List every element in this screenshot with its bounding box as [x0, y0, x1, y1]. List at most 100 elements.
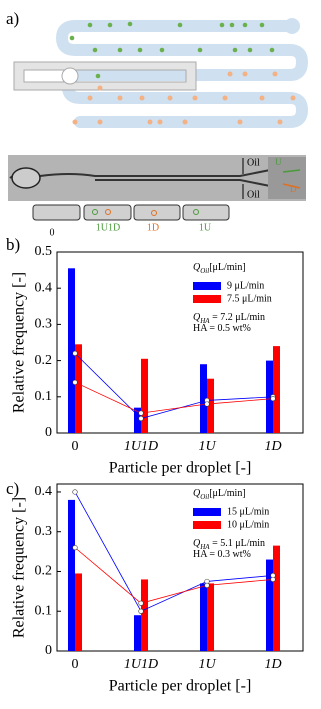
bar: [200, 364, 207, 433]
y-axis-label: Relative frequency [-]: [11, 272, 28, 413]
droplet-d: [105, 209, 111, 215]
droplet-label: 1U: [199, 222, 212, 233]
droplet-label: 1D: [147, 222, 159, 233]
model-point: [138, 415, 144, 422]
outlet: [284, 18, 300, 34]
schematic: Oil Oil U D 0 1U1D 1D 1U: [8, 18, 309, 238]
bar: [134, 615, 141, 651]
model-point: [72, 545, 78, 551]
oil-label: Oil: [247, 189, 260, 200]
y-tick-label: 0.1: [35, 389, 53, 404]
bar: [68, 268, 75, 433]
droplet-u: [193, 209, 199, 215]
plot-frame: [56, 251, 304, 434]
model-point: [138, 410, 144, 416]
legend-swatch: [193, 508, 221, 516]
plot-frame: [56, 483, 304, 652]
d-arrow: [282, 183, 301, 189]
model-point: [72, 379, 78, 385]
legend-swatch: [193, 282, 221, 290]
micro-droplet: [11, 167, 41, 189]
bar: [273, 346, 280, 433]
x-tick-label: 1U1D: [124, 657, 158, 672]
u-label: U: [275, 157, 282, 167]
bar: [200, 583, 207, 651]
droplet-u: [92, 209, 98, 215]
x-tick-label: 1U1D: [124, 439, 158, 454]
model-point: [270, 576, 276, 583]
y-tick-label: 0.4: [35, 280, 53, 295]
bar: [75, 573, 82, 651]
y-tick-label: 0.4: [35, 484, 53, 499]
x-tick-label: 0: [72, 439, 79, 454]
annotation-sub: HA: [199, 317, 210, 325]
annotation: HA = 0.3 wt%: [193, 549, 251, 560]
model-line: [74, 491, 274, 612]
legend-label: 9 μL/min: [227, 280, 264, 291]
annotation-rest: = 7.2 μL/min: [210, 312, 265, 323]
annotation-main: Q: [193, 538, 201, 549]
bar: [273, 545, 280, 651]
bar: [141, 358, 148, 433]
legend-title-main: Q: [193, 488, 201, 499]
x-tick-label: 1U: [198, 657, 216, 672]
y-axis-label: Relative frequency [-]: [11, 497, 28, 638]
junction: [268, 157, 306, 199]
annotation: QHA = 5.1 μL/min: [193, 538, 265, 550]
model-point: [204, 582, 210, 588]
model-point: [138, 600, 144, 606]
model-line: [74, 381, 274, 414]
oil-label: Oil: [247, 157, 260, 168]
annotation-main: HA = 0.3 wt%: [193, 549, 251, 560]
annotation-main: Q: [193, 312, 201, 323]
legend-title-sub: Oil: [200, 267, 209, 275]
legend-title-rest: [μL/min]: [209, 262, 245, 273]
annotation-rest: = 5.1 μL/min: [210, 538, 265, 549]
green-particles: [69, 21, 275, 79]
bar: [134, 407, 141, 433]
droplets: [32, 204, 230, 221]
legend-title: QOil[μL/min]: [193, 488, 246, 500]
droplet-label: 0: [50, 227, 55, 238]
device: [13, 61, 197, 91]
annotation-main: HA = 0.5 wt%: [193, 323, 251, 334]
model-point: [72, 489, 78, 495]
model-point: [72, 350, 78, 356]
model-point: [138, 608, 144, 614]
orange-particles: [72, 71, 296, 125]
droplet-label: 1U1D: [96, 222, 120, 233]
micrograph: [8, 155, 306, 201]
legend-label: 10 μL/min: [227, 519, 269, 530]
model-point: [270, 396, 276, 402]
panel-label: c): [6, 479, 19, 498]
x-tick-label: 1D: [264, 657, 281, 672]
x-tick-label: 1U: [198, 439, 216, 454]
bar: [266, 559, 273, 651]
legend-title: QOil[μL/min]: [193, 262, 246, 274]
model-line: [74, 547, 274, 604]
y-tick-label: 0.2: [35, 564, 53, 579]
y-tick-label: 0: [45, 643, 52, 658]
legend-label: 15 μL/min: [227, 506, 269, 517]
inlet: [61, 67, 79, 85]
legend-title-main: Q: [193, 262, 201, 273]
bar: [207, 583, 214, 651]
annotation: HA = 0.5 wt%: [193, 323, 251, 334]
bar: [207, 378, 214, 433]
x-tick-label: 1D: [264, 439, 281, 454]
panel-label: b): [6, 235, 20, 254]
x-axis-label: Particle per droplet [-]: [109, 678, 252, 695]
legend-label: 7.5 μL/min: [227, 293, 272, 304]
legend-swatch: [193, 521, 221, 529]
y-tick-label: 0.3: [35, 524, 53, 539]
model-line: [74, 353, 274, 419]
droplet-d: [151, 210, 157, 216]
bar: [75, 344, 82, 433]
legend-title-sub: Oil: [200, 493, 209, 501]
bar: [68, 499, 75, 651]
y-tick-label: 0: [45, 425, 52, 440]
y-tick-label: 0.1: [35, 603, 53, 618]
y-tick-label: 0.3: [35, 317, 53, 332]
annotation-sub: HA: [199, 543, 210, 551]
